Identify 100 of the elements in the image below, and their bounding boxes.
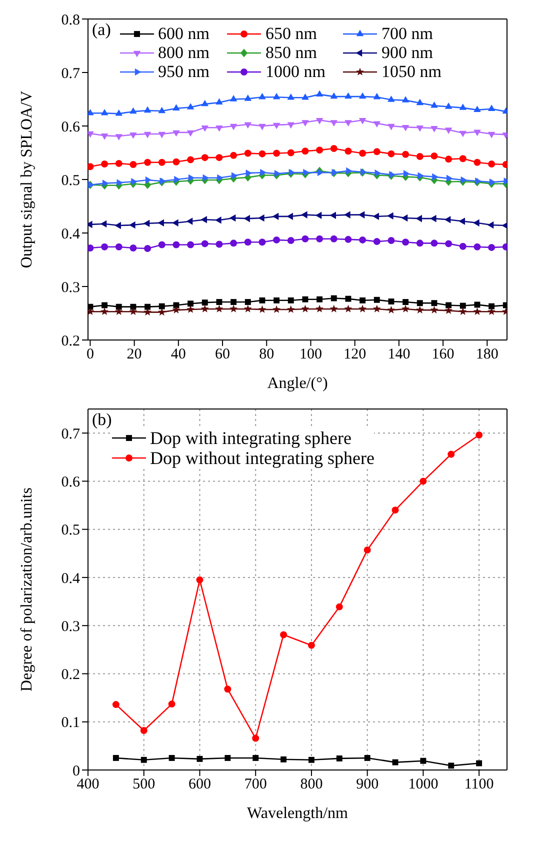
- point: [172, 306, 180, 314]
- point: [403, 170, 410, 178]
- point: [224, 686, 232, 693]
- point: [216, 240, 223, 248]
- x-tick-label: 600: [188, 776, 211, 793]
- point: [444, 128, 452, 134]
- point: [316, 304, 324, 312]
- point: [158, 106, 166, 114]
- y-tick-label: 0.3: [61, 618, 80, 635]
- point: [330, 295, 337, 302]
- x-tick-label: 1100: [464, 776, 494, 793]
- point: [330, 144, 338, 152]
- point: [102, 180, 109, 187]
- point: [216, 299, 222, 305]
- point: [168, 754, 175, 761]
- point: [144, 304, 151, 310]
- point: [372, 212, 379, 220]
- x-tick-label: 100: [299, 346, 322, 363]
- x-tick-label: 900: [356, 776, 379, 793]
- point: [140, 727, 148, 734]
- point: [474, 302, 480, 308]
- point: [444, 306, 453, 314]
- point: [287, 93, 295, 100]
- point: [488, 244, 496, 251]
- y-tick-label: 0.8: [61, 12, 80, 28]
- point: [287, 149, 294, 156]
- point: [420, 478, 427, 485]
- point: [446, 302, 452, 308]
- point: [231, 172, 238, 180]
- x-tick-label: 120: [344, 346, 366, 363]
- point: [416, 306, 424, 314]
- point: [316, 235, 324, 242]
- point: [316, 146, 324, 154]
- point: [458, 218, 465, 225]
- point: [130, 244, 137, 252]
- point: [140, 756, 147, 763]
- point: [100, 108, 108, 116]
- point: [459, 130, 467, 138]
- point: [416, 98, 424, 106]
- point: [244, 94, 252, 101]
- point: [344, 120, 352, 126]
- x-tick-label: 800: [300, 776, 323, 793]
- point: [215, 216, 222, 224]
- point: [88, 244, 94, 252]
- point: [115, 109, 123, 116]
- y-tick-label: 0.3: [61, 280, 80, 296]
- point: [258, 305, 266, 313]
- y-axis-title: Degree of polarization/arb.units: [18, 488, 36, 692]
- point: [402, 238, 410, 246]
- point: [272, 212, 279, 220]
- x-tick-label: 700: [244, 776, 267, 793]
- point: [488, 303, 495, 310]
- x-axis-title: Angle/(°): [267, 375, 328, 392]
- legend-label: 900 nm: [381, 43, 433, 62]
- point: [401, 214, 408, 222]
- point: [330, 120, 338, 126]
- point: [272, 305, 281, 313]
- point: [188, 174, 195, 182]
- point: [344, 148, 352, 155]
- point: [196, 756, 203, 762]
- point: [100, 220, 107, 228]
- point: [187, 241, 194, 248]
- point: [388, 96, 395, 102]
- point: [112, 701, 120, 708]
- point: [172, 130, 180, 137]
- x-tick-label: 40: [170, 346, 186, 363]
- y-tick-label: 0.2: [61, 667, 80, 684]
- point: [373, 92, 381, 100]
- point: [143, 220, 150, 228]
- point: [388, 236, 395, 244]
- legend-label: 850 nm: [265, 43, 317, 62]
- x-tick-label: 180: [476, 346, 498, 363]
- point: [280, 756, 287, 762]
- point: [488, 307, 496, 316]
- point: [458, 307, 467, 316]
- point: [388, 150, 395, 158]
- legend-label: 1050 nm: [381, 62, 442, 81]
- point: [202, 174, 210, 182]
- point: [302, 296, 308, 302]
- legend-label: 1000 nm: [265, 62, 326, 81]
- point: [344, 304, 352, 312]
- point: [158, 158, 166, 166]
- point: [416, 240, 424, 247]
- point: [402, 124, 410, 132]
- point: [359, 236, 366, 244]
- point: [402, 96, 410, 102]
- point: [286, 305, 295, 313]
- point: [131, 178, 138, 186]
- point: [230, 299, 237, 305]
- point: [445, 156, 452, 163]
- point: [308, 756, 314, 763]
- point: [200, 216, 207, 224]
- point: [474, 158, 481, 166]
- point: [336, 603, 343, 610]
- point: [336, 755, 342, 762]
- point: [373, 238, 380, 246]
- point: [330, 304, 338, 312]
- y-tick-label: 0.4: [61, 226, 80, 242]
- point: [244, 238, 252, 246]
- x-tick-label: 80: [259, 346, 274, 363]
